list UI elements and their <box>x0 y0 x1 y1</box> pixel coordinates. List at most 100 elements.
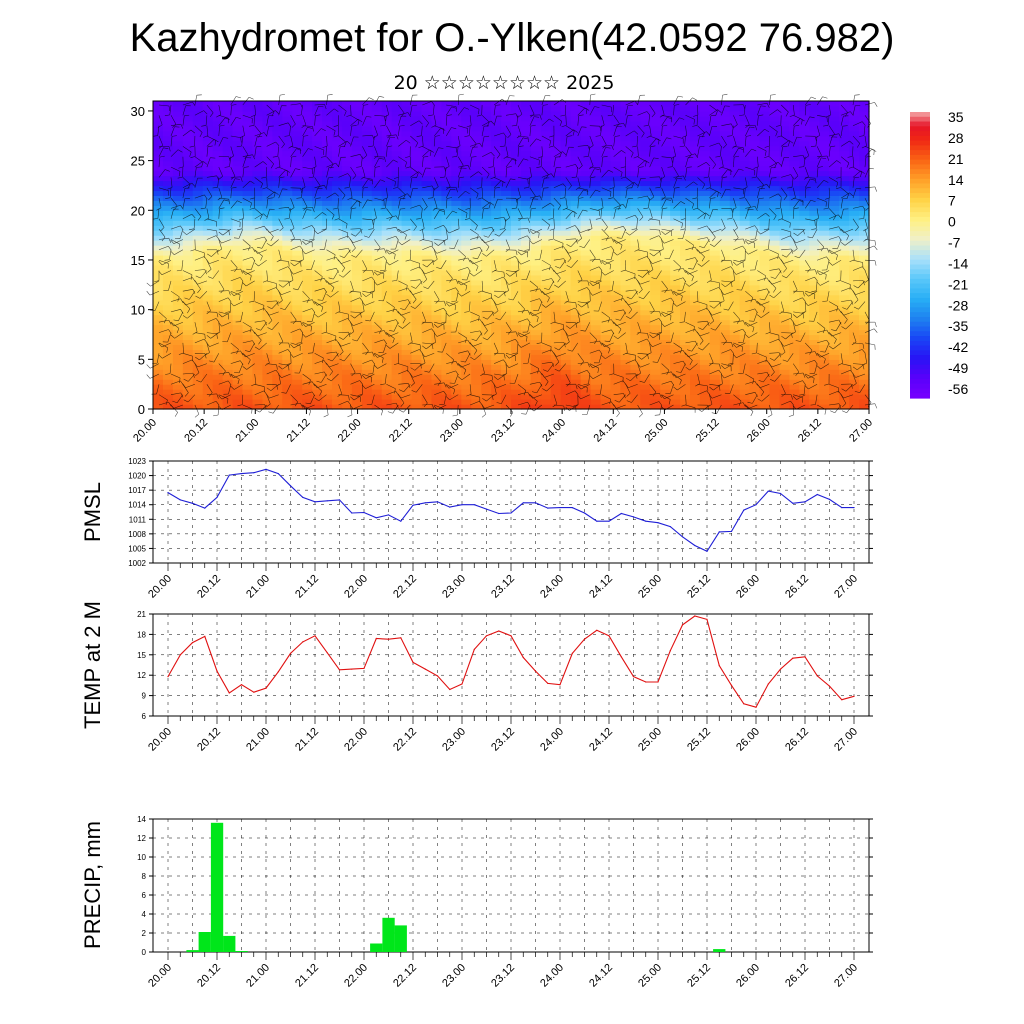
wind-barb-flag <box>167 187 173 190</box>
heatmap-cell <box>351 359 363 365</box>
heatmap-cell <box>819 304 830 311</box>
heatmap-cell <box>401 379 413 385</box>
heatmap-cell <box>560 160 572 167</box>
heatmap-cell <box>859 190 870 196</box>
heatmap-cell <box>680 354 691 360</box>
heatmap-cell <box>580 150 592 157</box>
wind-barb-flag <box>237 379 240 385</box>
heatmap-cell <box>361 399 373 405</box>
heatmap-cell <box>799 235 810 241</box>
heatmap-cell <box>351 279 363 286</box>
heatmap-cell <box>680 384 691 390</box>
heatmap-cell <box>660 110 671 117</box>
wind-barb <box>206 187 213 197</box>
heatmap-cell <box>501 240 512 246</box>
heatmap-cell <box>789 145 800 152</box>
heatmap-cell <box>431 279 442 286</box>
heatmap-cell <box>530 240 542 246</box>
heatmap-cell <box>391 314 403 321</box>
heatmap-cell <box>550 155 562 162</box>
heatmap-cell <box>172 274 184 281</box>
heatmap-cell <box>849 349 860 355</box>
heatmap-cell <box>650 160 661 167</box>
heatmap-cell <box>361 354 373 360</box>
heatmap-cell <box>212 255 224 261</box>
heatmap-cell <box>799 205 810 211</box>
heatmap-cell <box>650 334 661 341</box>
heatmap-cell <box>242 125 254 132</box>
heatmap-cell <box>481 140 492 147</box>
heatmap-cell <box>421 165 433 172</box>
heatmap-cell <box>540 105 552 112</box>
heatmap-cell <box>441 299 452 306</box>
wind-barb <box>206 104 214 113</box>
heatmap-cell <box>550 334 562 341</box>
heatmap-cell <box>441 309 452 316</box>
heatmap-cell <box>550 294 562 301</box>
heatmap-cell <box>630 309 641 316</box>
wind-barb-flag <box>200 207 206 210</box>
heatmap-cell <box>391 160 403 167</box>
heatmap-cell <box>371 160 383 167</box>
heatmap-cell <box>341 125 353 132</box>
heatmap-cell <box>172 155 184 162</box>
heatmap-cell <box>212 230 224 236</box>
heatmap-cell <box>849 210 860 216</box>
heatmap-cell <box>361 384 373 390</box>
heatmap-cell <box>322 359 333 365</box>
heatmap-cell <box>719 389 731 395</box>
heatmap-cell <box>411 150 423 157</box>
heatmap-cell <box>540 115 552 122</box>
heatmap-cell <box>590 105 602 112</box>
heatmap-cell <box>461 145 472 152</box>
heatmap-cell <box>162 279 174 286</box>
wind-barb <box>169 187 172 198</box>
heatmap-cell <box>262 145 273 152</box>
wind-barb <box>217 404 220 416</box>
heatmap-cell <box>292 180 303 187</box>
heatmap-cell <box>739 180 751 187</box>
heatmap-cell <box>302 130 313 137</box>
heatmap-cell <box>590 294 602 301</box>
heatmap-cell <box>252 279 263 286</box>
heatmap-cell <box>839 334 850 341</box>
wind-barb <box>170 166 181 172</box>
heatmap-cell <box>729 394 741 400</box>
heatmap-cell <box>550 180 562 187</box>
heatmap-cell <box>421 324 433 331</box>
wind-barb-flag <box>173 319 179 322</box>
heatmap-cell <box>153 190 164 196</box>
wind-barb <box>158 104 170 107</box>
heatmap-cell <box>530 304 542 311</box>
heatmap-cell <box>560 284 572 291</box>
heatmap-cell <box>351 205 363 211</box>
heatmap-cell <box>481 125 492 132</box>
wind-barb-flag <box>194 413 200 418</box>
heatmap-cell <box>242 389 254 395</box>
wind-barb-flag <box>196 166 202 168</box>
heatmap-cell <box>302 215 313 221</box>
heatmap-cell <box>332 190 343 196</box>
heatmap-cell <box>451 115 462 122</box>
heatmap-cell <box>610 384 621 390</box>
wind-barb <box>233 301 243 307</box>
heatmap-cell <box>411 105 423 112</box>
heatmap-cell <box>809 140 820 147</box>
heatmap-cell <box>729 235 741 241</box>
heatmap-cell <box>232 309 244 316</box>
heatmap-cell <box>749 369 761 375</box>
heatmap-cell <box>560 155 572 162</box>
heatmap-cell <box>640 294 651 301</box>
heatmap-cell <box>282 195 293 201</box>
heatmap-cell <box>719 314 731 321</box>
heatmap-cell <box>610 230 621 236</box>
heatmap-cell <box>302 369 313 375</box>
heatmap-cell <box>709 130 721 137</box>
heatmap-cell <box>640 399 651 405</box>
heatmap-cell <box>262 379 273 385</box>
heatmap-cell <box>451 140 462 147</box>
heatmap-cell <box>660 259 671 266</box>
heatmap-cell <box>799 240 810 246</box>
wind-barb <box>173 404 183 409</box>
heatmap-cell <box>411 309 423 316</box>
